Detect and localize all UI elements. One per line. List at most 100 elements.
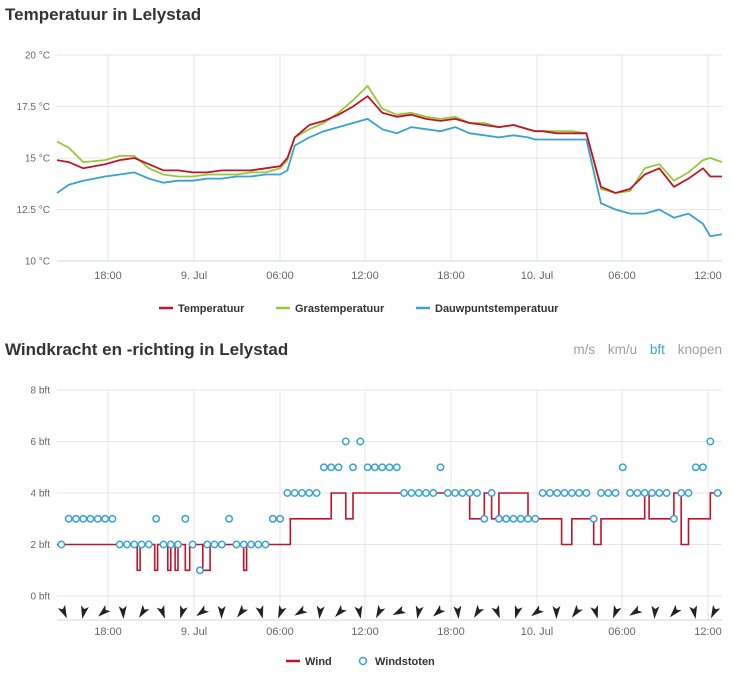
wind-direction-arrow-icon xyxy=(236,604,249,618)
temp-x-tick-label: 10. Jul xyxy=(521,270,553,282)
wind-direction-arrow-icon xyxy=(255,605,264,619)
windstoten-marker xyxy=(64,514,73,523)
windstoten-marker xyxy=(247,540,255,549)
windstoten-marker xyxy=(276,514,285,523)
wind-direction-arrow-icon xyxy=(138,604,150,618)
wind-direction-arrow-icon xyxy=(392,605,406,616)
wind-direction-arrow-shape xyxy=(514,605,523,619)
wind-direction-arrow-icon xyxy=(415,605,424,619)
wind-x-tick-label: 18:00 xyxy=(94,626,122,638)
unit-option-knopen[interactable]: knopen xyxy=(677,342,722,357)
wind-direction-arrow-shape xyxy=(316,605,325,619)
windstoten-marker xyxy=(451,489,460,497)
windstoten-marker xyxy=(305,489,314,497)
wind-direction-arrow-icon xyxy=(689,605,698,619)
wind-direction-arrow-icon xyxy=(81,605,89,619)
wind-direction-arrow-shape xyxy=(629,605,643,616)
wind-direction-arrow-shape xyxy=(375,604,386,619)
windstoten-marker xyxy=(487,489,496,497)
windstoten-marker xyxy=(144,540,153,549)
temp-legend-label: Grastemperatuur xyxy=(295,303,385,315)
windstoten-marker xyxy=(86,514,95,523)
wind-direction-arrow-icon xyxy=(514,605,523,619)
windstoten-marker xyxy=(123,540,131,549)
windstoten-marker xyxy=(494,514,503,523)
windstoten-marker xyxy=(633,489,642,497)
windstoten-marker xyxy=(531,514,540,523)
windstoten-marker xyxy=(181,514,190,523)
windstoten-marker xyxy=(254,540,263,549)
wind-direction-arrow-icon xyxy=(531,605,544,617)
windstoten-marker xyxy=(509,514,518,523)
temp-x-tick-label: 06:00 xyxy=(608,270,636,282)
wind-legend-label: Wind xyxy=(305,656,332,668)
windstoten-marker xyxy=(72,514,80,523)
wind-direction-arrow-shape xyxy=(196,605,210,617)
wind-direction-arrow-shape xyxy=(590,605,599,619)
windstoten-marker xyxy=(567,489,576,497)
windstoten-marker xyxy=(538,489,547,497)
windstoten-marker xyxy=(655,489,664,497)
unit-option-kmu[interactable]: km/u xyxy=(607,342,638,357)
windstoten-marker xyxy=(400,489,409,497)
wind-direction-arrow-shape xyxy=(354,605,363,619)
wind-direction-arrow-shape xyxy=(98,605,111,617)
unit-option-bft[interactable]: bft xyxy=(649,342,665,357)
windstoten-marker xyxy=(458,489,467,497)
wind-direction-arrow-icon xyxy=(613,604,622,619)
windstoten-marker xyxy=(115,540,124,549)
wind-direction-arrow-icon xyxy=(57,604,67,619)
wind-direction-arrow-shape xyxy=(334,604,347,618)
windstoten-marker xyxy=(152,514,161,523)
windstoten-marker xyxy=(217,540,226,549)
windstoten-marker xyxy=(188,540,197,549)
unit-option-ms[interactable]: m/s xyxy=(573,342,596,357)
temp-x-tick-label: 18:00 xyxy=(94,270,122,282)
windstoten-marker xyxy=(575,489,584,497)
windstoten-marker xyxy=(626,489,635,497)
wind-direction-arrow-icon xyxy=(278,604,287,619)
wind-direction-arrow-icon xyxy=(571,604,583,618)
windstoten-marker xyxy=(363,463,372,472)
wind-direction-arrow-shape xyxy=(552,606,561,619)
temperature-chart-title: Temperatuur in Lelystad xyxy=(5,5,202,24)
windstoten-marker xyxy=(356,437,365,446)
windstoten-marker xyxy=(225,514,234,523)
windstoten-marker xyxy=(174,540,182,549)
windstoten-marker xyxy=(597,489,605,497)
windstoten-marker xyxy=(283,489,292,497)
wind-direction-arrow-icon xyxy=(453,605,462,619)
wind-x-tick-label: 18:00 xyxy=(437,626,465,638)
wind-direction-arrow-shape xyxy=(278,604,287,619)
windstoten-marker xyxy=(582,489,591,497)
windstoten-marker xyxy=(370,463,379,472)
wind-chart-title: Windkracht en -richting in Lelystad xyxy=(5,340,289,359)
windstoten-marker xyxy=(378,463,387,472)
wind-direction-arrow-icon xyxy=(629,605,643,616)
windstoten-marker xyxy=(290,489,299,497)
wind-x-tick-label: 9. Jul xyxy=(181,626,207,638)
wind-direction-arrow-icon xyxy=(669,604,682,618)
temp-y-tick-label: 20 °C xyxy=(25,51,50,62)
windstoten-marker xyxy=(349,463,357,472)
wind-direction-arrow-icon xyxy=(552,606,561,619)
wind-direction-arrow-shape xyxy=(138,604,150,618)
windstoten-marker xyxy=(553,489,562,497)
windstoten-marker xyxy=(473,489,481,497)
wind-direction-arrow-shape xyxy=(669,604,682,618)
wind-x-tick-label: 10. Jul xyxy=(521,626,553,638)
windstoten-marker xyxy=(137,540,146,549)
temp-legend-label: Dauwpuntstemperatuur xyxy=(435,303,559,315)
temp-y-tick-label: 17.5 °C xyxy=(17,102,50,113)
wind-direction-arrow-shape xyxy=(415,605,424,619)
windstoten-marker xyxy=(684,489,693,497)
wind-direction-arrow-shape xyxy=(651,605,660,619)
wind-direction-arrow-shape xyxy=(236,604,249,618)
windstoten-marker xyxy=(691,463,700,472)
windstoten-legend-label: Windstoten xyxy=(375,656,435,668)
wind-direction-arrow-shape xyxy=(433,605,446,617)
unit-selector: m/s km/u bft knopen xyxy=(564,342,722,357)
temp-x-tick-label: 12:00 xyxy=(351,270,379,282)
windstoten-marker xyxy=(502,514,511,523)
windstoten-marker xyxy=(699,463,707,472)
